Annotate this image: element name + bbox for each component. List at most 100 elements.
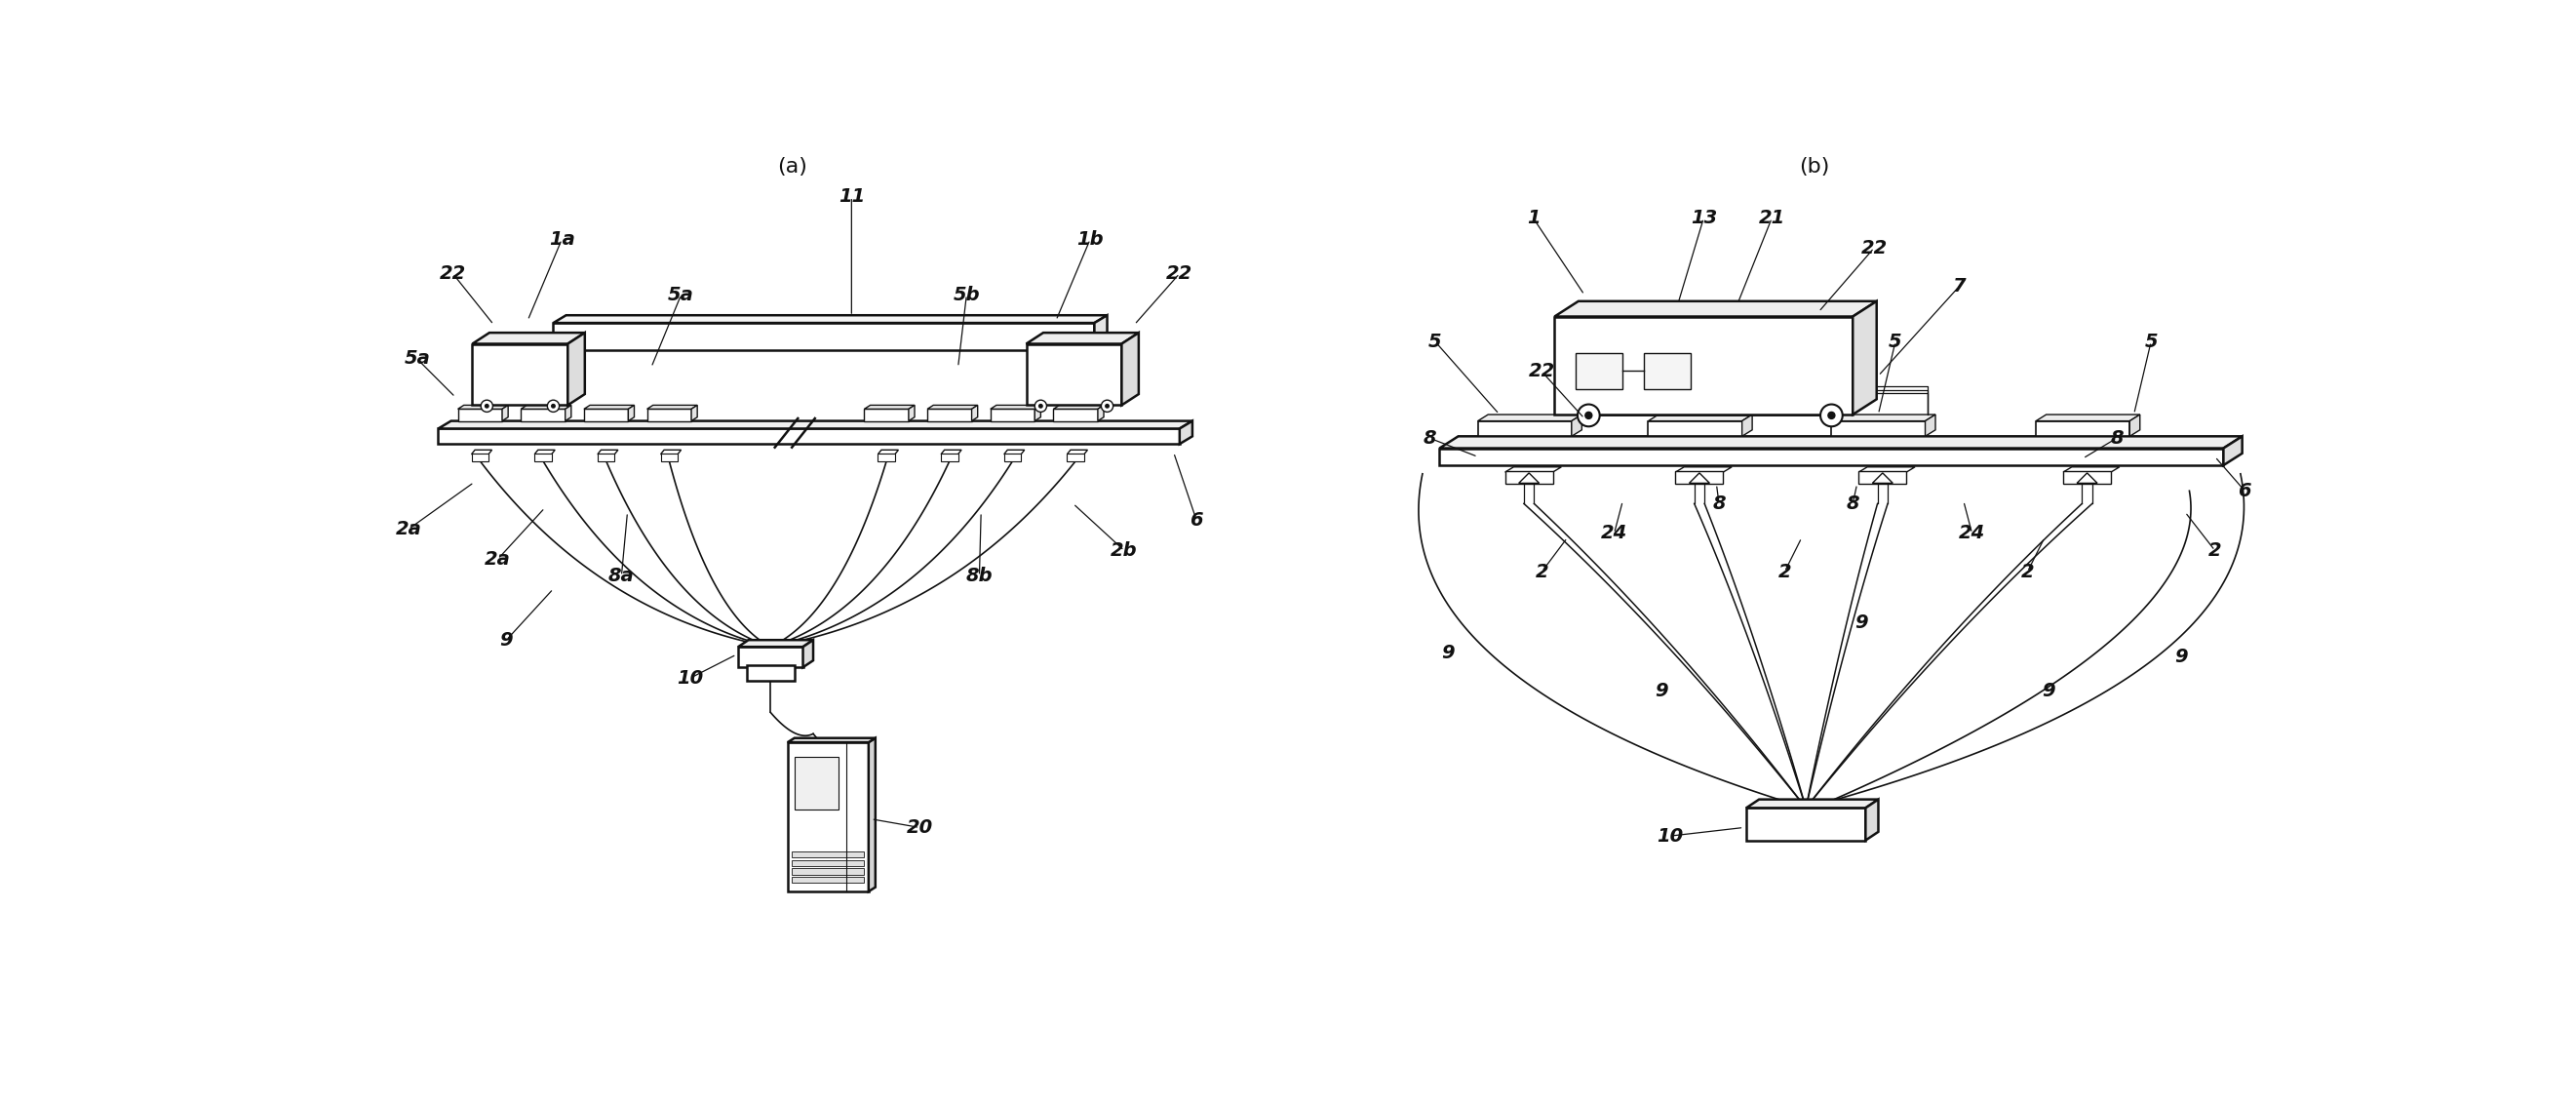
Polygon shape [1066, 454, 1084, 461]
Polygon shape [598, 454, 616, 461]
Polygon shape [690, 405, 698, 421]
Text: 2b: 2b [1110, 541, 1139, 560]
Text: 9: 9 [1443, 643, 1455, 662]
Polygon shape [989, 408, 1036, 421]
Circle shape [1829, 412, 1834, 418]
Polygon shape [2063, 472, 2110, 484]
Text: 22: 22 [1528, 362, 1556, 381]
Polygon shape [1054, 405, 1103, 408]
Polygon shape [647, 408, 690, 421]
Polygon shape [1553, 301, 1878, 317]
Text: 9: 9 [2174, 648, 2187, 666]
Polygon shape [459, 408, 502, 421]
Text: 5: 5 [1888, 332, 1901, 351]
Polygon shape [459, 405, 507, 408]
Text: 9: 9 [500, 631, 513, 650]
Polygon shape [971, 405, 979, 421]
Text: 1: 1 [1528, 209, 1540, 227]
Text: (b): (b) [1798, 157, 1829, 177]
Text: 5a: 5a [667, 286, 693, 304]
Polygon shape [868, 738, 876, 891]
Polygon shape [1577, 353, 1623, 389]
Polygon shape [1690, 473, 1710, 483]
Polygon shape [1924, 414, 1935, 436]
Circle shape [482, 400, 492, 412]
Polygon shape [1054, 408, 1097, 421]
Text: 7: 7 [1953, 277, 1965, 296]
Text: 1a: 1a [549, 230, 574, 249]
Circle shape [1821, 404, 1842, 426]
Polygon shape [598, 449, 618, 454]
Text: (a): (a) [778, 157, 806, 177]
Polygon shape [1440, 436, 2241, 448]
Polygon shape [940, 449, 961, 454]
Polygon shape [1479, 421, 1571, 436]
Polygon shape [1832, 421, 1924, 436]
Circle shape [1036, 400, 1046, 412]
Polygon shape [878, 449, 899, 454]
Text: 2: 2 [1535, 562, 1548, 581]
Polygon shape [804, 640, 814, 668]
Polygon shape [791, 851, 866, 857]
Polygon shape [788, 738, 876, 743]
Polygon shape [2063, 467, 2120, 472]
Text: 2: 2 [2208, 541, 2221, 560]
Polygon shape [866, 408, 909, 421]
Polygon shape [585, 405, 634, 408]
Polygon shape [1005, 454, 1020, 461]
Circle shape [1038, 404, 1043, 407]
Text: 8: 8 [1422, 428, 1435, 447]
Polygon shape [438, 421, 1193, 428]
Polygon shape [1649, 421, 1741, 436]
Polygon shape [1747, 799, 1878, 808]
Text: 11: 11 [837, 187, 866, 206]
Text: 5: 5 [1430, 332, 1443, 351]
Text: 22: 22 [1167, 265, 1193, 282]
Polygon shape [1643, 353, 1690, 389]
Polygon shape [585, 408, 629, 421]
Polygon shape [1504, 472, 1553, 484]
Circle shape [1100, 400, 1113, 412]
Polygon shape [909, 405, 914, 421]
Text: 9: 9 [1654, 682, 1667, 701]
Polygon shape [1095, 315, 1108, 350]
Circle shape [1584, 412, 1592, 418]
Polygon shape [739, 640, 814, 646]
Text: 8: 8 [2110, 428, 2123, 447]
Polygon shape [629, 405, 634, 421]
Circle shape [1105, 404, 1108, 407]
Polygon shape [791, 860, 866, 866]
Polygon shape [1025, 333, 1139, 344]
Polygon shape [471, 344, 567, 405]
Polygon shape [1097, 405, 1103, 421]
Polygon shape [739, 646, 804, 668]
Text: 24: 24 [1958, 525, 1986, 542]
Text: 24: 24 [1600, 525, 1628, 542]
Polygon shape [1747, 808, 1865, 840]
Polygon shape [471, 449, 492, 454]
Polygon shape [1741, 414, 1752, 436]
Text: 8b: 8b [966, 567, 992, 586]
Polygon shape [2035, 414, 2141, 421]
Text: 13: 13 [1690, 209, 1718, 227]
Polygon shape [1036, 405, 1041, 421]
Text: 2: 2 [2020, 562, 2035, 581]
Polygon shape [1520, 473, 1540, 483]
Text: 2a: 2a [484, 550, 510, 568]
Polygon shape [1852, 301, 1878, 414]
Text: 9: 9 [2043, 682, 2056, 701]
Polygon shape [536, 454, 551, 461]
Polygon shape [2130, 414, 2141, 436]
Polygon shape [747, 665, 793, 681]
Polygon shape [878, 454, 894, 461]
Text: 6: 6 [2239, 482, 2251, 500]
Polygon shape [471, 333, 585, 344]
Polygon shape [791, 877, 866, 883]
Polygon shape [1674, 472, 1723, 484]
Text: 8: 8 [1713, 495, 1726, 513]
Text: 1b: 1b [1077, 230, 1103, 249]
Circle shape [546, 400, 559, 412]
Text: 10: 10 [677, 669, 703, 687]
Polygon shape [788, 743, 868, 891]
Polygon shape [2076, 473, 2097, 483]
